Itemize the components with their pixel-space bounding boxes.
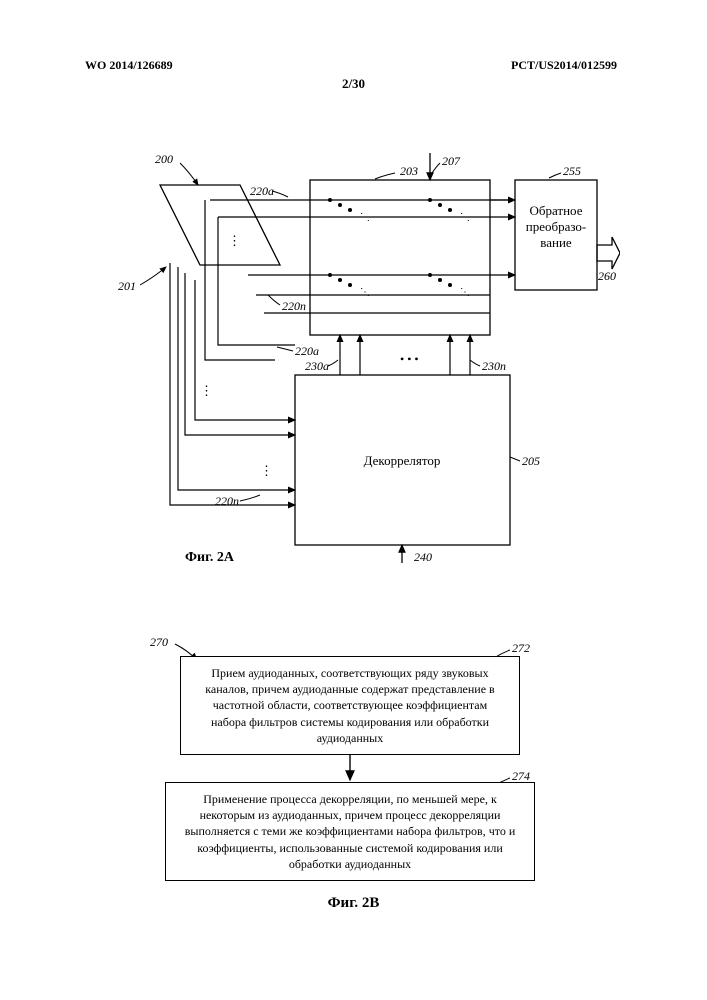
ref-220n-top: 220n [282, 299, 306, 313]
header-right: PCT/US2014/012599 [511, 58, 617, 73]
ref-240: 240 [414, 550, 432, 564]
ref-200: 200 [155, 152, 173, 166]
svg-text:⋱: ⋱ [360, 287, 370, 298]
inverse-line3: вание [540, 235, 572, 250]
page: WO 2014/126689 PCT/US2014/012599 2/30 20… [0, 0, 707, 1000]
ref-274: 274 [512, 769, 530, 783]
ref-207: 207 [442, 154, 461, 168]
ref-255: 255 [563, 164, 581, 178]
page-number: 2/30 [342, 76, 365, 92]
figure-2a: 200 201 203 207 Обратное преобразо- вани… [100, 145, 620, 565]
vdots-icon: ⋮ [200, 383, 213, 398]
header-left: WO 2014/126689 [85, 58, 173, 73]
ref-230a: 230a [305, 359, 329, 373]
vdots-icon: ⋮ [228, 233, 241, 248]
flow-box-272-text: Прием аудиоданных, соответствующих ряду … [205, 666, 494, 745]
figure-2b: 270 272 274 Прием аудиоданных, соответст… [120, 630, 580, 910]
svg-text:⋱: ⋱ [460, 212, 470, 223]
hdots-icon: • • • [400, 352, 419, 366]
ref-230n: 230n [482, 359, 506, 373]
ref-220a-mid: 220a [295, 344, 319, 358]
flow-box-274-text: Применение процесса декорреляции, по мен… [185, 792, 516, 871]
inverse-line2: преобразо- [526, 219, 587, 234]
ref-220n-bot: 220n [215, 494, 239, 508]
svg-text:⋱: ⋱ [360, 212, 370, 223]
ref-201: 201 [118, 279, 136, 293]
ref-270: 270 [150, 635, 168, 649]
ref-220a-top: 220a [250, 184, 274, 198]
vdots-icon: ⋮ [260, 463, 273, 478]
ref-205: 205 [522, 454, 540, 468]
mixer-nodes: ⋱ ⋱ ⋱ ⋱ [328, 198, 470, 298]
flow-box-274: Применение процесса декорреляции, по мен… [165, 782, 535, 881]
ref-272: 272 [512, 641, 530, 655]
decorrelator-label: Декоррелятор [364, 453, 441, 468]
output-arrow [597, 237, 620, 269]
ref-203: 203 [400, 164, 418, 178]
figure-2b-caption: Фиг. 2B [328, 895, 380, 912]
mixer-block [310, 180, 490, 335]
inverse-line1: Обратное [529, 203, 582, 218]
figure-2a-caption: Фиг. 2A [185, 550, 234, 566]
svg-text:⋱: ⋱ [460, 287, 470, 298]
ref-260: 260 [598, 269, 616, 283]
flow-box-272: Прием аудиоданных, соответствующих ряду … [180, 656, 520, 755]
